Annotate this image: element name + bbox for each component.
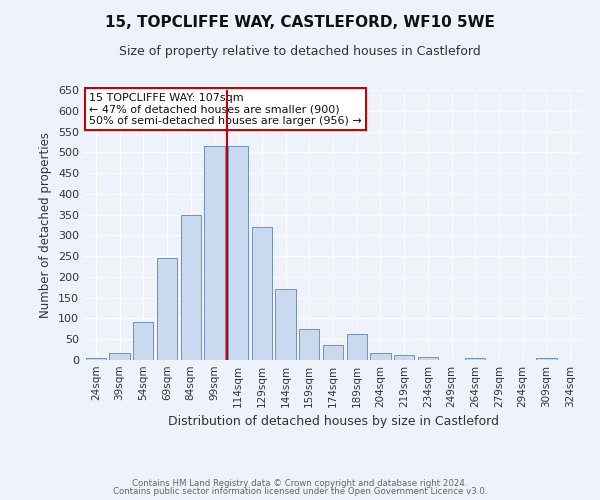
Bar [536, 358, 557, 360]
Bar [157, 258, 177, 360]
Bar [275, 290, 296, 360]
Text: 15, TOPCLIFFE WAY, CASTLEFORD, WF10 5WE: 15, TOPCLIFFE WAY, CASTLEFORD, WF10 5WE [105, 15, 495, 30]
Bar [86, 358, 106, 360]
Bar [205, 146, 224, 360]
Bar [133, 322, 154, 360]
Bar [370, 353, 391, 360]
Bar [465, 358, 485, 360]
Text: Contains HM Land Registry data © Crown copyright and database right 2024.: Contains HM Land Registry data © Crown c… [132, 478, 468, 488]
Text: Size of property relative to detached houses in Castleford: Size of property relative to detached ho… [119, 45, 481, 58]
Bar [252, 227, 272, 360]
Text: 15 TOPCLIFFE WAY: 107sqm
← 47% of detached houses are smaller (900)
50% of semi-: 15 TOPCLIFFE WAY: 107sqm ← 47% of detach… [89, 92, 362, 126]
X-axis label: Distribution of detached houses by size in Castleford: Distribution of detached houses by size … [167, 416, 499, 428]
Text: Contains public sector information licensed under the Open Government Licence v3: Contains public sector information licen… [113, 487, 487, 496]
Bar [228, 146, 248, 360]
Bar [394, 354, 414, 360]
Y-axis label: Number of detached properties: Number of detached properties [40, 132, 52, 318]
Bar [109, 352, 130, 360]
Bar [418, 356, 438, 360]
Bar [181, 214, 201, 360]
Bar [347, 334, 367, 360]
Bar [323, 344, 343, 360]
Bar [299, 329, 319, 360]
